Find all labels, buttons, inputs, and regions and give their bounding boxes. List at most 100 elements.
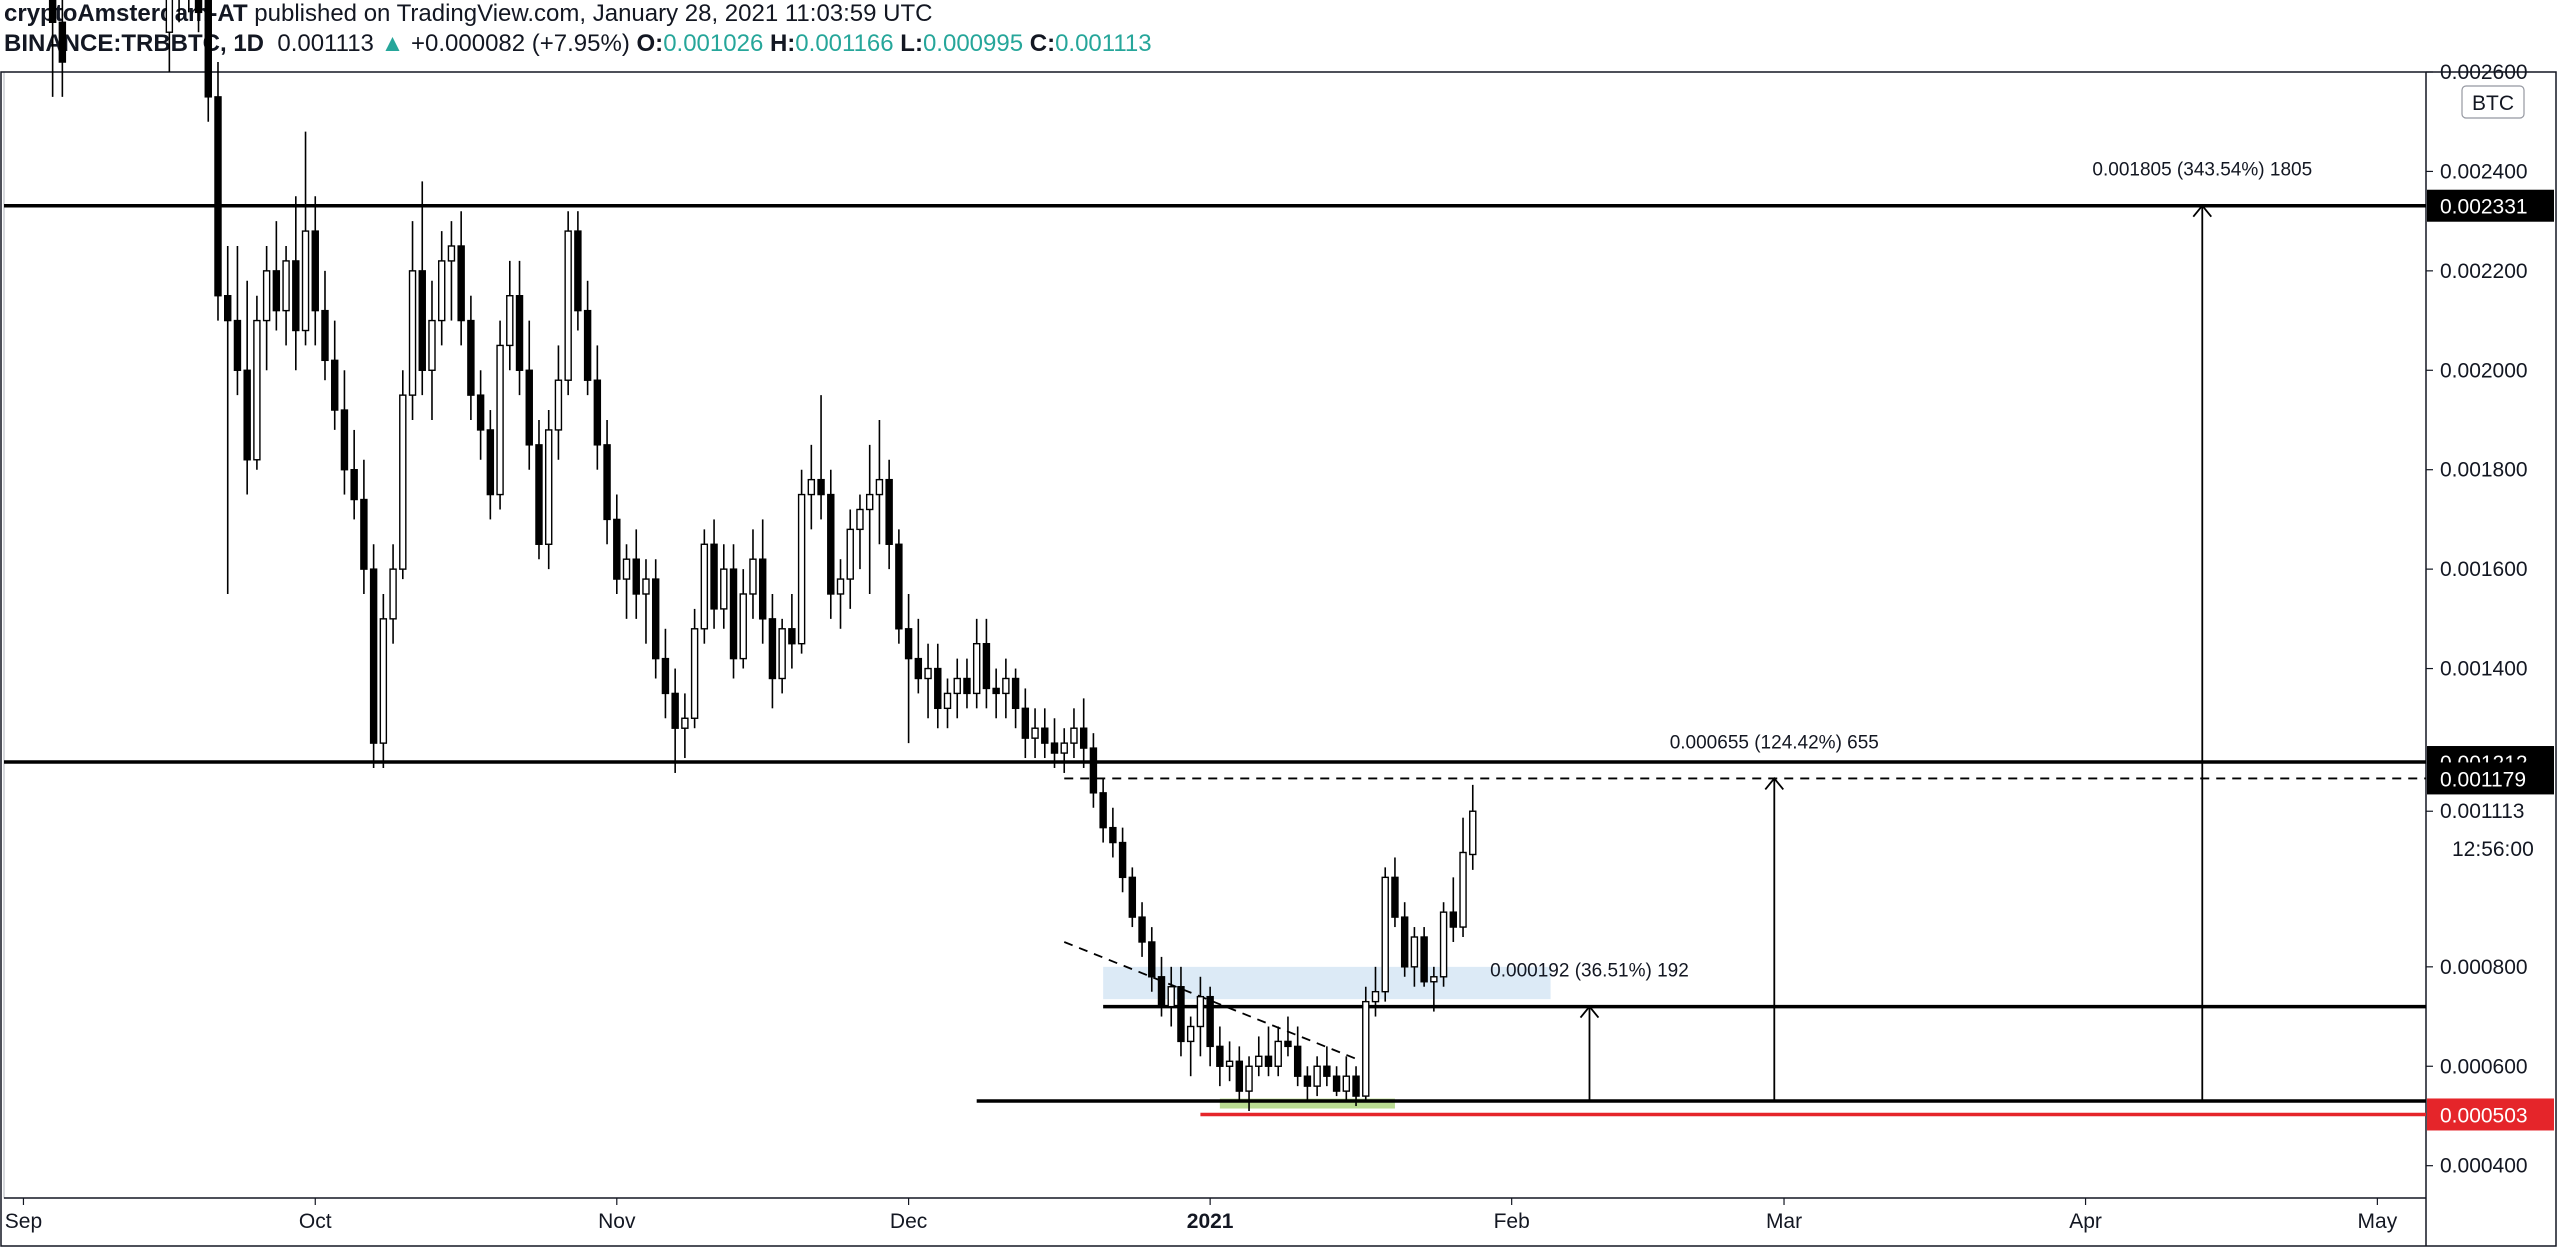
candle-body[interactable] bbox=[1079, 727, 1088, 749]
candle-body[interactable] bbox=[224, 295, 232, 322]
candle-body[interactable] bbox=[369, 568, 378, 744]
candle-body[interactable] bbox=[486, 429, 495, 496]
candle-body[interactable] bbox=[262, 270, 271, 322]
candle-body[interactable] bbox=[914, 657, 923, 680]
candle-body[interactable] bbox=[535, 444, 543, 545]
candle-body[interactable] bbox=[865, 493, 874, 511]
candle-body[interactable] bbox=[982, 642, 991, 690]
candle-body[interactable] bbox=[749, 558, 757, 595]
candle-body[interactable] bbox=[1400, 916, 1409, 968]
candle-body[interactable] bbox=[165, 0, 174, 33]
candle-body[interactable] bbox=[690, 628, 699, 719]
candle-body[interactable] bbox=[1381, 876, 1389, 993]
candle-body[interactable] bbox=[720, 568, 728, 610]
currency-badge[interactable] bbox=[2461, 85, 2525, 119]
candle-body[interactable] bbox=[544, 429, 553, 545]
candle-body[interactable] bbox=[1002, 677, 1010, 695]
candle-body[interactable] bbox=[467, 319, 475, 396]
candle-body[interactable] bbox=[496, 344, 504, 496]
candle-body[interactable] bbox=[924, 667, 932, 680]
candle-body[interactable] bbox=[1274, 1040, 1282, 1067]
candle-body[interactable] bbox=[1303, 1075, 1312, 1087]
candle-body[interactable] bbox=[515, 295, 524, 371]
candle-body[interactable] bbox=[846, 528, 854, 580]
candle-body[interactable] bbox=[1050, 742, 1059, 754]
candle-body[interactable] bbox=[457, 245, 465, 322]
candle-body[interactable] bbox=[48, 0, 57, 23]
candle-body[interactable] bbox=[593, 379, 602, 446]
descending-trendline[interactable] bbox=[1063, 941, 1357, 1060]
candle-body[interactable] bbox=[1041, 727, 1049, 744]
candle-body[interactable] bbox=[934, 667, 942, 710]
candle-body[interactable] bbox=[58, 21, 67, 63]
candle-body[interactable] bbox=[632, 558, 640, 595]
currency-label[interactable]: BTC bbox=[2472, 92, 2514, 115]
candle-body[interactable] bbox=[408, 270, 417, 396]
candle-body[interactable] bbox=[603, 444, 611, 521]
candle-body[interactable] bbox=[671, 692, 679, 729]
candle-body[interactable] bbox=[272, 270, 281, 312]
candle-body[interactable] bbox=[817, 478, 825, 496]
candle-body[interactable] bbox=[788, 628, 796, 645]
candle-body[interactable] bbox=[1138, 916, 1146, 943]
candle-body[interactable] bbox=[1070, 727, 1078, 744]
candle-body[interactable] bbox=[574, 230, 582, 312]
candle-body[interactable] bbox=[836, 578, 845, 595]
candle-body[interactable] bbox=[564, 230, 572, 381]
candle-body[interactable] bbox=[330, 359, 339, 411]
candle-body[interactable] bbox=[700, 543, 709, 630]
candle-body[interactable] bbox=[1235, 1060, 1244, 1092]
candle-body[interactable] bbox=[1021, 707, 1030, 739]
candle-body[interactable] bbox=[1332, 1075, 1341, 1092]
candle-body[interactable] bbox=[729, 568, 738, 660]
candle-body[interactable] bbox=[379, 618, 388, 744]
candle-body[interactable] bbox=[943, 692, 952, 710]
candle-body[interactable] bbox=[710, 543, 718, 610]
candle-body[interactable] bbox=[681, 717, 689, 729]
candle-body[interactable] bbox=[904, 628, 913, 660]
candle-body[interactable] bbox=[1118, 841, 1127, 879]
candle-body[interactable] bbox=[1089, 747, 1098, 794]
candle-body[interactable] bbox=[1469, 810, 1477, 856]
candle-body[interactable] bbox=[554, 379, 563, 431]
candle-body[interactable] bbox=[1371, 990, 1380, 1003]
candle-body[interactable] bbox=[1439, 911, 1448, 978]
candle-body[interactable] bbox=[622, 558, 631, 580]
candle-body[interactable] bbox=[1255, 1055, 1263, 1067]
candle-body[interactable] bbox=[1128, 876, 1137, 918]
candle-body[interactable] bbox=[856, 508, 864, 531]
candle-body[interactable] bbox=[1430, 976, 1438, 983]
candle-body[interactable] bbox=[651, 578, 660, 660]
candle-body[interactable] bbox=[1099, 792, 1107, 829]
candle-body[interactable] bbox=[437, 260, 446, 322]
candle-body[interactable] bbox=[399, 394, 407, 570]
candle-body[interactable] bbox=[292, 260, 300, 332]
candle-body[interactable] bbox=[953, 677, 961, 695]
candle-body[interactable] bbox=[1196, 995, 1205, 1028]
candle-body[interactable] bbox=[418, 270, 426, 371]
candle-body[interactable] bbox=[963, 677, 971, 695]
candle-body[interactable] bbox=[768, 618, 777, 680]
candle-body[interactable] bbox=[1109, 826, 1117, 844]
candle-body[interactable] bbox=[1284, 1040, 1292, 1048]
candle-body[interactable] bbox=[1216, 1045, 1224, 1067]
symbol-label[interactable]: BINANCE:TRBBTC, 1D bbox=[4, 30, 264, 57]
candle-body[interactable] bbox=[301, 230, 310, 332]
candle-body[interactable] bbox=[583, 309, 592, 381]
candle-body[interactable] bbox=[311, 230, 319, 312]
candle-body[interactable] bbox=[1157, 976, 1166, 1008]
candle-body[interactable] bbox=[642, 578, 650, 595]
candle-body[interactable] bbox=[1177, 986, 1185, 1043]
candle-body[interactable] bbox=[758, 558, 767, 620]
candle-body[interactable] bbox=[661, 657, 670, 695]
candle-body[interactable] bbox=[1031, 727, 1039, 739]
candle-body[interactable] bbox=[506, 295, 514, 347]
candle-body[interactable] bbox=[428, 319, 436, 371]
candle-body[interactable] bbox=[1060, 742, 1068, 754]
candle-body[interactable] bbox=[739, 593, 747, 660]
candle-body[interactable] bbox=[282, 260, 290, 312]
candle-body[interactable] bbox=[1206, 995, 1214, 1048]
candle-body[interactable] bbox=[1391, 876, 1399, 918]
candle-body[interactable] bbox=[1449, 911, 1458, 928]
